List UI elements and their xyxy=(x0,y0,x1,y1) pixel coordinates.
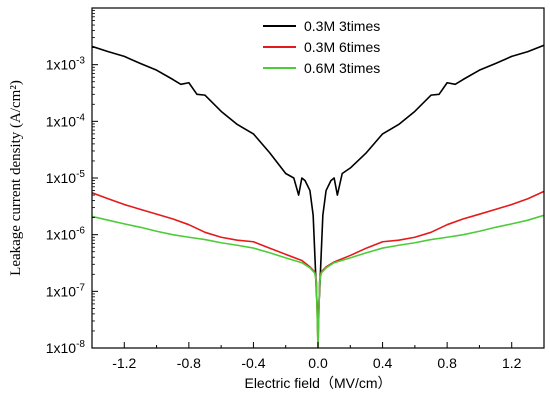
legend-label: 0.3M 6times xyxy=(304,39,380,55)
series-line-2 xyxy=(92,214,544,348)
x-tick-label: 0.0 xyxy=(308,355,328,371)
y-tick-exponent: -7 xyxy=(76,282,85,293)
x-tick-label: 1.2 xyxy=(502,355,522,371)
y-tick-label: 1x10-4 xyxy=(46,112,86,129)
y-tick-label: 1x10-7 xyxy=(46,282,86,299)
legend: 0.3M 3times 0.3M 6times 0.6M 3times xyxy=(263,18,380,76)
x-tick-label: -0.4 xyxy=(241,355,265,371)
x-tick-label: -0.8 xyxy=(177,355,201,371)
y-tick-base: 1x10 xyxy=(46,340,77,356)
y-tick-label: 1x10-8 xyxy=(46,339,86,356)
y-axis-title: Leakage current density (A/cm²) xyxy=(8,80,24,276)
x-axis-title: Electric field（MV/cm） xyxy=(244,375,391,391)
y-tick-base: 1x10 xyxy=(46,227,77,243)
x-tick-label: 0.4 xyxy=(373,355,393,371)
series-layer xyxy=(92,44,544,348)
y-tick-base: 1x10 xyxy=(46,283,77,299)
x-tick-label: 0.8 xyxy=(437,355,457,371)
y-tick-base: 1x10 xyxy=(46,113,77,129)
legend-label: 0.6M 3times xyxy=(304,60,380,76)
y-tick-label: 1x10-6 xyxy=(46,226,86,243)
y-tick-base: 1x10 xyxy=(46,57,77,73)
series-line-1 xyxy=(92,190,544,348)
y-tick-exponent: -8 xyxy=(76,339,85,350)
y-tick-label: 1x10-5 xyxy=(46,169,86,186)
series-line-0 xyxy=(92,44,544,327)
y-tick-label: 1x10-3 xyxy=(46,56,86,73)
y-tick-exponent: -3 xyxy=(76,56,85,67)
legend-label: 0.3M 3times xyxy=(304,18,380,34)
y-tick-base: 1x10 xyxy=(46,170,77,186)
y-tick-exponent: -6 xyxy=(76,226,85,237)
x-axis-ticks: -1.2 -0.8 -0.4 0.0 0.4 0.8 1.2 xyxy=(91,342,545,371)
plot-frame xyxy=(91,7,545,349)
x-tick-label: -1.2 xyxy=(112,355,136,371)
y-tick-exponent: -4 xyxy=(76,112,85,123)
y-tick-exponent: -5 xyxy=(76,169,85,180)
